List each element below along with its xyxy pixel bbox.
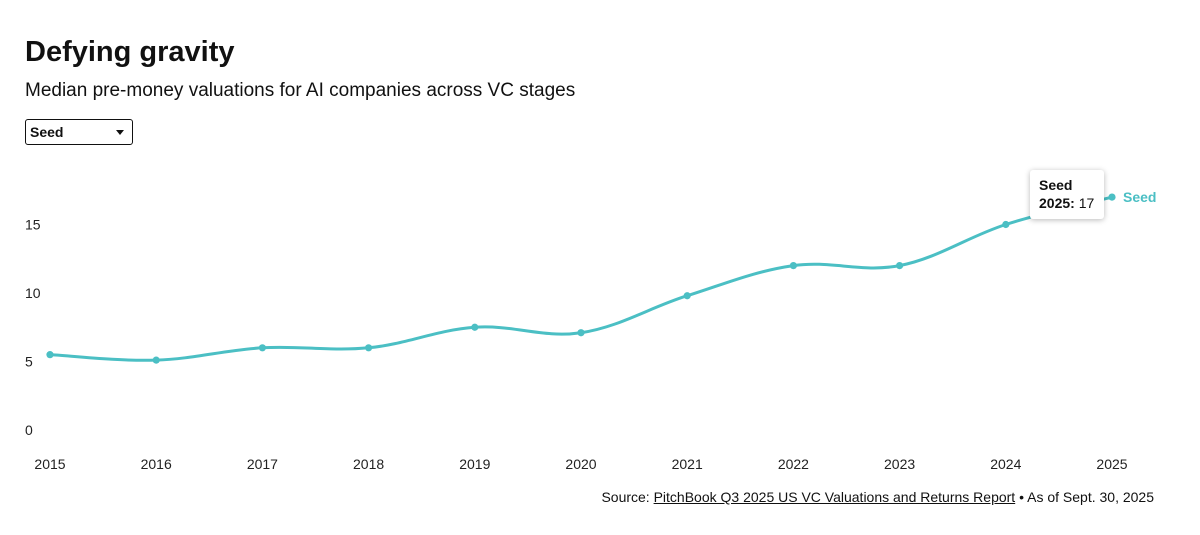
y-tick-label: 15 xyxy=(25,217,41,233)
tooltip-year: 2025: xyxy=(1039,195,1075,211)
data-point[interactable] xyxy=(1108,193,1116,201)
chart-subtitle: Median pre-money valuations for AI compa… xyxy=(25,80,576,101)
data-point[interactable] xyxy=(577,329,585,337)
tooltip-value: 17 xyxy=(1078,195,1095,211)
x-tick-label: 2024 xyxy=(990,456,1021,472)
data-point[interactable] xyxy=(152,356,160,364)
x-tick-label: 2020 xyxy=(565,456,596,472)
source-link[interactable]: PitchBook Q3 2025 US VC Valuations and R… xyxy=(653,489,1016,505)
x-tick-label: 2021 xyxy=(672,456,703,472)
footer-bullet: • xyxy=(1015,489,1028,505)
source-footer: Source: PitchBook Q3 2025 US VC Valuatio… xyxy=(601,489,1154,505)
x-tick-label: 2023 xyxy=(884,456,915,472)
chart-title: Defying gravity xyxy=(25,36,235,68)
x-tick-label: 2015 xyxy=(34,456,65,472)
source-prefix: Source: xyxy=(601,489,654,505)
data-point[interactable] xyxy=(789,262,798,270)
y-tick-label: 5 xyxy=(25,354,33,370)
as-of-date: As of Sept. 30, 2025 xyxy=(1027,489,1154,505)
x-tick-label: 2018 xyxy=(353,456,384,472)
stage-select-value: Seed xyxy=(30,124,64,140)
data-point[interactable] xyxy=(46,351,54,359)
x-tick-label: 2019 xyxy=(459,456,490,472)
x-tick-label: 2017 xyxy=(247,456,278,472)
data-point[interactable] xyxy=(896,262,904,270)
data-point[interactable] xyxy=(471,323,479,331)
data-point[interactable] xyxy=(683,292,691,300)
data-point[interactable] xyxy=(258,344,266,352)
data-point[interactable] xyxy=(1002,220,1010,229)
chevron-down-icon xyxy=(116,130,124,135)
series-label-seed: Seed xyxy=(1123,189,1156,205)
x-tick-label: 2025 xyxy=(1096,456,1127,472)
y-tick-label: 10 xyxy=(25,285,41,301)
stage-select[interactable]: Seed xyxy=(25,119,133,145)
y-tick-label: 0 xyxy=(25,422,33,438)
tooltip-series: Seed xyxy=(1039,177,1073,193)
x-tick-label: 2016 xyxy=(141,456,172,472)
x-tick-label: 2022 xyxy=(778,456,809,472)
data-tooltip: Seed 2025: 17 xyxy=(1030,170,1105,219)
data-point[interactable] xyxy=(365,344,373,352)
